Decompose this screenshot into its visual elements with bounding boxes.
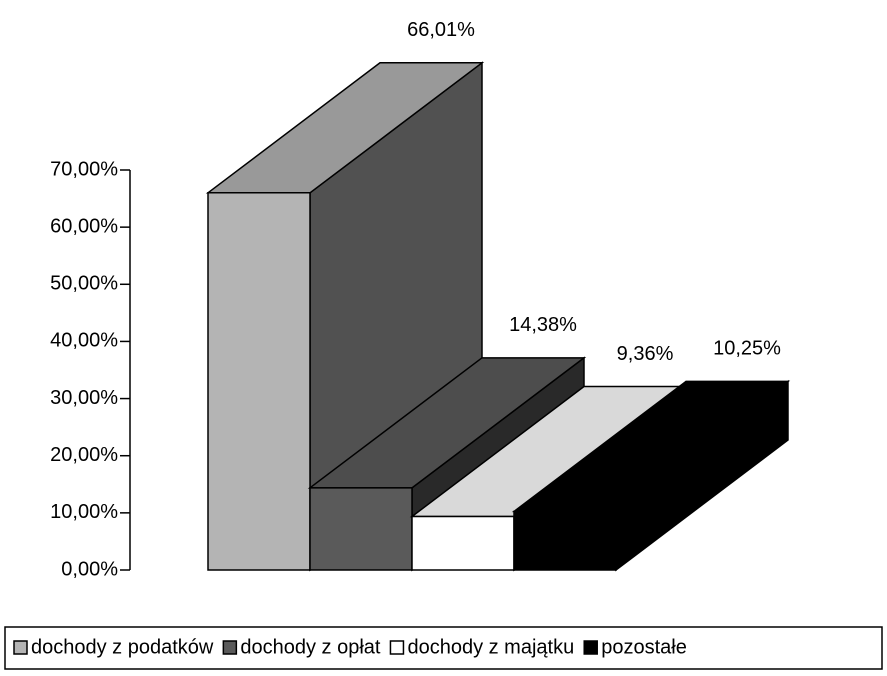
legend-label: dochody z podatków [31, 636, 214, 658]
legend-label: dochody z opłat [240, 636, 381, 658]
bar-front [411, 515, 515, 571]
y-tick-label: 0,00% [61, 558, 118, 580]
legend-label: pozostałe [601, 636, 687, 658]
value-label: 10,25% [713, 338, 781, 360]
y-tick-label: 40,00% [50, 330, 118, 352]
legend-swatch [13, 640, 28, 655]
y-tick-label: 60,00% [50, 215, 118, 237]
value-label: 66,01% [407, 19, 475, 41]
value-label: 9,36% [617, 343, 674, 365]
y-tick-label: 20,00% [50, 444, 118, 466]
y-tick-label: 70,00% [50, 158, 118, 180]
bar-front [309, 487, 413, 571]
y-tick-label: 10,00% [50, 501, 118, 523]
y-tick-label: 30,00% [50, 387, 118, 409]
legend-swatch [389, 640, 405, 655]
value-label: 14,38% [509, 314, 577, 336]
bar [511, 379, 791, 572]
bar-front [513, 510, 617, 571]
bar-front [207, 192, 311, 571]
legend-swatch [583, 640, 598, 655]
legend-swatch [222, 640, 238, 655]
y-tick-label: 50,00% [50, 273, 118, 295]
legend-label: dochody z majątku [407, 636, 574, 658]
legend-box [4, 626, 883, 670]
